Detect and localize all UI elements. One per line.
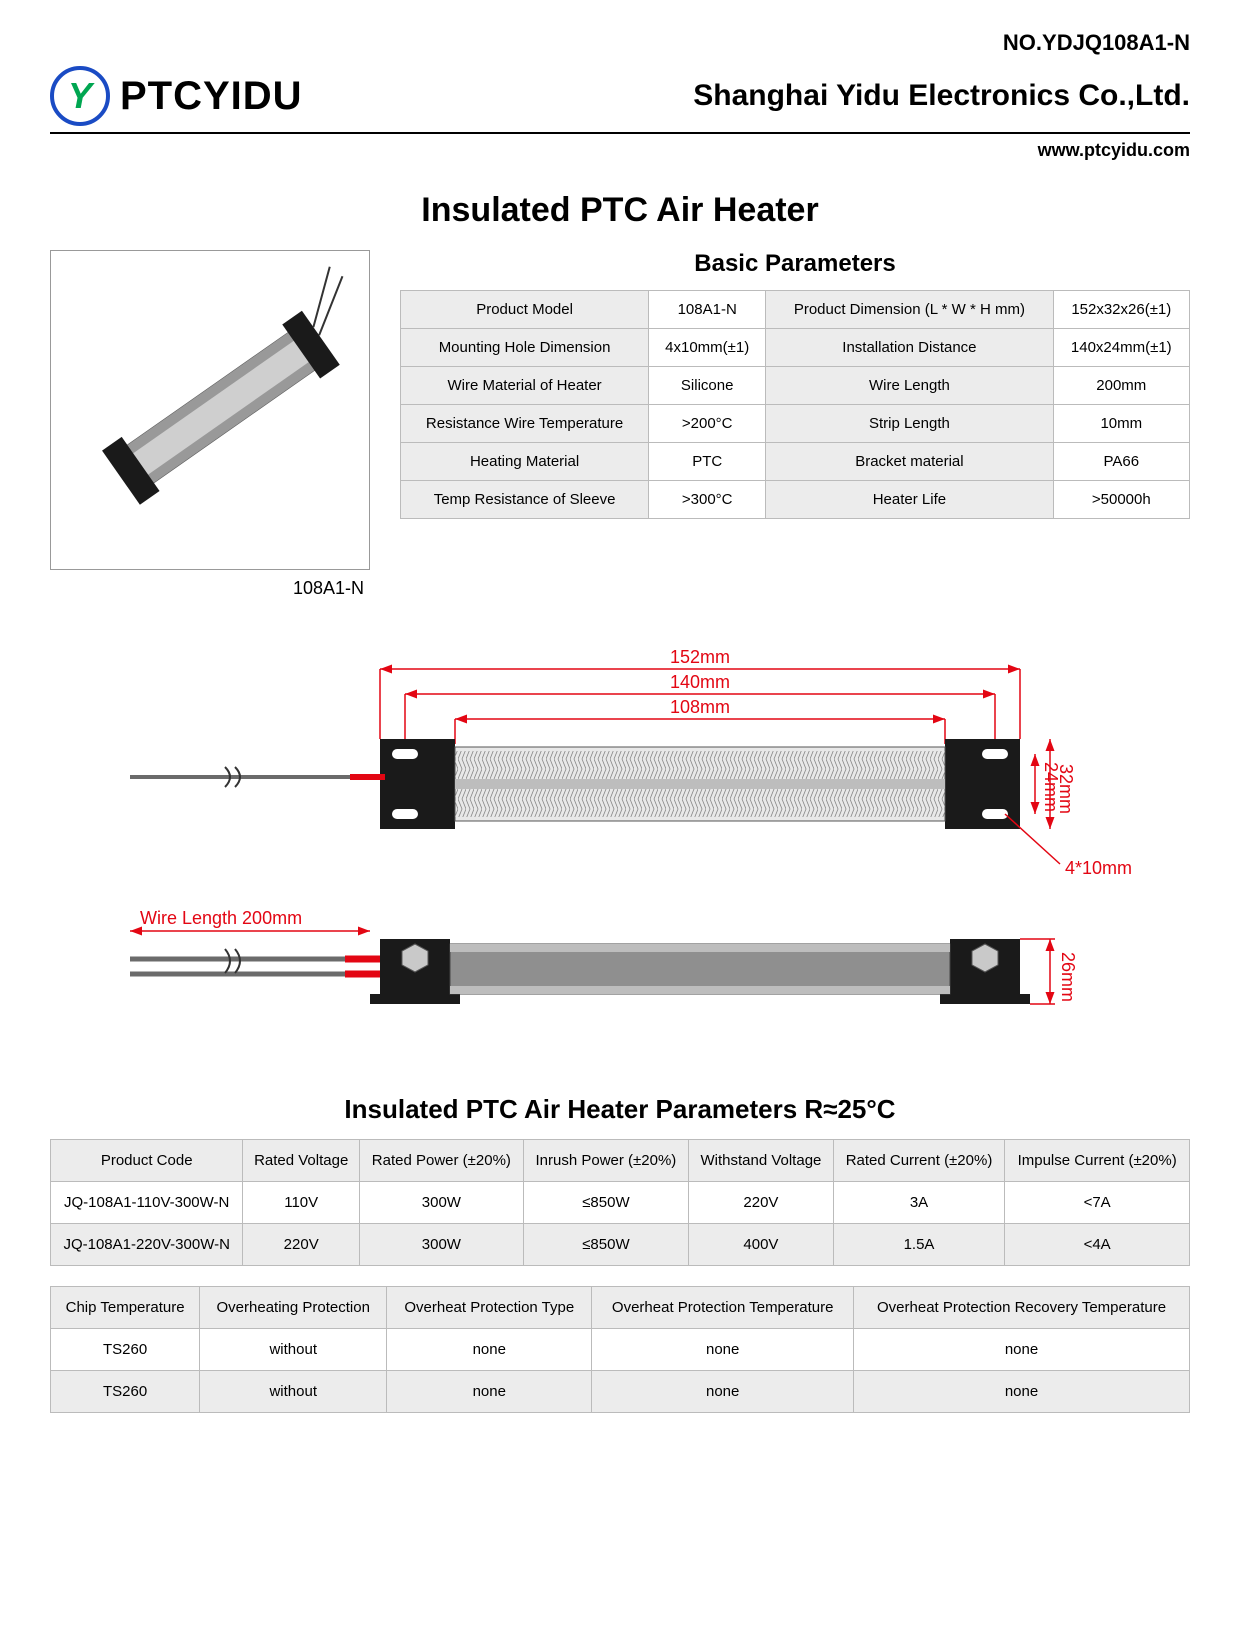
column-header: Product Code — [51, 1140, 243, 1182]
column-header: Inrush Power (±20%) — [523, 1140, 688, 1182]
wire-length-label: Wire Length 200mm — [140, 908, 302, 928]
table-cell: Silicone — [649, 367, 766, 405]
table-cell: Heater Life — [766, 481, 1053, 519]
product-photo — [50, 250, 370, 570]
table-cell: PTC — [649, 443, 766, 481]
column-header: Overheat Protection Recovery Temperature — [854, 1287, 1190, 1329]
table-cell: Temp Resistance of Sleeve — [401, 481, 649, 519]
column-header: Overheat Protection Temperature — [592, 1287, 854, 1329]
table-cell: 4x10mm(±1) — [649, 329, 766, 367]
table-cell: >200°C — [649, 405, 766, 443]
elec-params-table: Product CodeRated VoltageRated Power (±2… — [50, 1139, 1190, 1266]
table-cell: 152x32x26(±1) — [1053, 291, 1189, 329]
table-cell: ≤850W — [523, 1182, 688, 1224]
table-cell: none — [592, 1329, 854, 1371]
table-cell: Mounting Hole Dimension — [401, 329, 649, 367]
table-cell: 220V — [689, 1182, 834, 1224]
table-cell: 108A1-N — [649, 291, 766, 329]
table-cell: TS260 — [51, 1371, 200, 1413]
table-cell: >50000h — [1053, 481, 1189, 519]
table-cell: Product Model — [401, 291, 649, 329]
column-header: Rated Voltage — [243, 1140, 360, 1182]
table-cell: 1.5A — [833, 1224, 1005, 1266]
table-cell: <4A — [1005, 1224, 1190, 1266]
table-cell: none — [387, 1371, 592, 1413]
table-cell: 3A — [833, 1182, 1005, 1224]
dim-152: 152mm — [670, 647, 730, 667]
column-header: Chip Temperature — [51, 1287, 200, 1329]
dim-24: 24mm — [1041, 762, 1061, 812]
logo-icon: Y — [50, 66, 110, 126]
basic-params-table: Product Model108A1-NProduct Dimension (L… — [400, 290, 1190, 519]
table-cell: without — [200, 1371, 387, 1413]
table-cell: ≤850W — [523, 1224, 688, 1266]
table-cell: JQ-108A1-110V-300W-N — [51, 1182, 243, 1224]
table-cell: 400V — [689, 1224, 834, 1266]
logo-block: Y PTCYIDU — [50, 66, 303, 126]
brand-name: PTCYIDU — [120, 74, 303, 119]
basic-params-block: Basic Parameters Product Model108A1-NPro… — [400, 250, 1190, 519]
table-cell: 200mm — [1053, 367, 1189, 405]
column-header: Rated Power (±20%) — [360, 1140, 524, 1182]
dimension-diagram: 152mm 140mm 108mm 32mm 24mm — [50, 639, 1190, 1064]
column-header: Impulse Current (±20%) — [1005, 1140, 1190, 1182]
table-cell: >300°C — [649, 481, 766, 519]
column-header: Withstand Voltage — [689, 1140, 834, 1182]
column-header: Rated Current (±20%) — [833, 1140, 1005, 1182]
table-cell: none — [854, 1371, 1190, 1413]
table-cell: <7A — [1005, 1182, 1190, 1224]
table-cell: none — [592, 1371, 854, 1413]
table-cell: Strip Length — [766, 405, 1053, 443]
table-cell: Resistance Wire Temperature — [401, 405, 649, 443]
table-cell: 300W — [360, 1182, 524, 1224]
table-cell: Wire Length — [766, 367, 1053, 405]
protection-table: Chip TemperatureOverheating ProtectionOv… — [50, 1286, 1190, 1413]
table-cell: Installation Distance — [766, 329, 1053, 367]
table-cell: none — [387, 1329, 592, 1371]
dim-26: 26mm — [1058, 952, 1078, 1002]
dim-4x10: 4*10mm — [1065, 858, 1132, 878]
table-cell: Heating Material — [401, 443, 649, 481]
table-cell: 220V — [243, 1224, 360, 1266]
document-number: NO.YDJQ108A1-N — [50, 30, 1190, 56]
table-cell: TS260 — [51, 1329, 200, 1371]
table-cell: Wire Material of Heater — [401, 367, 649, 405]
page-title: Insulated PTC Air Heater — [50, 191, 1190, 230]
product-photo-box: 108A1-N — [50, 250, 370, 599]
table-cell: JQ-108A1-220V-300W-N — [51, 1224, 243, 1266]
table-cell: Product Dimension (L * W * H mm) — [766, 291, 1053, 329]
dim-108: 108mm — [670, 697, 730, 717]
table-cell: 300W — [360, 1224, 524, 1266]
table-cell: 110V — [243, 1182, 360, 1224]
company-name: Shanghai Yidu Electronics Co.,Ltd. — [693, 79, 1190, 113]
table-cell: none — [854, 1329, 1190, 1371]
table-cell: Bracket material — [766, 443, 1053, 481]
website-url: www.ptcyidu.com — [50, 140, 1190, 161]
top-section: 108A1-N Basic Parameters Product Model10… — [50, 250, 1190, 599]
column-header: Overheat Protection Type — [387, 1287, 592, 1329]
table-cell: PA66 — [1053, 443, 1189, 481]
table-cell: without — [200, 1329, 387, 1371]
elec-params-title: Insulated PTC Air Heater Parameters R≈25… — [50, 1094, 1190, 1125]
table-cell: 140x24mm(±1) — [1053, 329, 1189, 367]
column-header: Overheating Protection — [200, 1287, 387, 1329]
photo-caption: 108A1-N — [50, 578, 370, 599]
dim-140: 140mm — [670, 672, 730, 692]
table-cell: 10mm — [1053, 405, 1189, 443]
basic-params-title: Basic Parameters — [400, 250, 1190, 278]
header: Y PTCYIDU Shanghai Yidu Electronics Co.,… — [50, 66, 1190, 134]
